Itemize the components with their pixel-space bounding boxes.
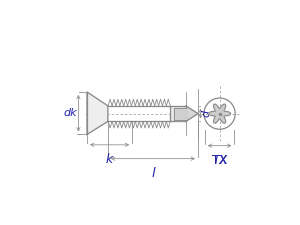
Text: dk: dk	[63, 108, 77, 118]
Polygon shape	[87, 92, 108, 134]
Text: k: k	[106, 153, 113, 166]
Text: d: d	[202, 110, 212, 117]
Text: l: l	[151, 167, 155, 180]
Text: TX: TX	[212, 154, 227, 167]
Polygon shape	[174, 108, 186, 120]
Polygon shape	[186, 106, 198, 122]
Text: TX: TX	[212, 154, 227, 167]
Polygon shape	[209, 104, 230, 123]
Polygon shape	[170, 106, 186, 122]
